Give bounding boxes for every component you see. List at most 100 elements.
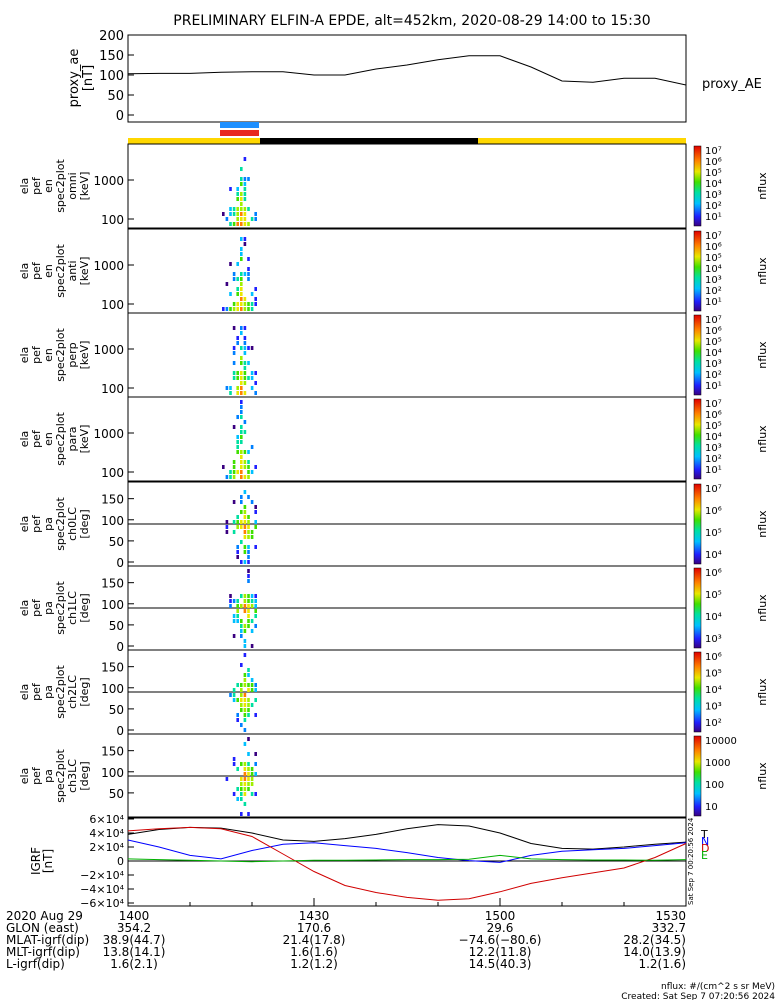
igrf-tick-label: 4×10⁴ (89, 827, 124, 840)
flux-pixel (240, 257, 243, 261)
flux-pixel (229, 391, 232, 395)
flux-pixel (236, 371, 239, 375)
flux-pixel (236, 197, 239, 201)
spectrogram-y-label-line: spec2plot (54, 159, 67, 213)
flux-pixel (243, 762, 247, 766)
flux-pixel (250, 346, 254, 350)
colorbar-tick-label: 10¹ (705, 465, 722, 476)
time-table-cell: 1.2(1.2) (290, 957, 338, 971)
colorbar-tick-label: 10³ (705, 443, 722, 454)
flux-pixel (243, 535, 247, 539)
spectrogram-tick-label: 100 (101, 682, 124, 696)
spectrogram-tick-label: 1000 (93, 174, 124, 188)
igrf-legend-t: T (700, 828, 708, 841)
colorbar-tick-label: 10⁴ (705, 685, 722, 696)
spectrogram-panels: ela pef en spec2plot omni [keV] 100010010⁷10⁶1… (18, 143, 769, 819)
colorbar-tick-label: 10³ (705, 359, 722, 370)
flux-pixel (254, 609, 257, 613)
flux-pixel (236, 386, 239, 390)
flux-pixel (243, 782, 247, 786)
flux-pixel (243, 772, 247, 776)
flux-pixel (240, 277, 243, 281)
flux-pixel (250, 292, 254, 296)
flux-pixel (236, 192, 239, 196)
flux-pixel (240, 391, 243, 395)
flux-pixel (240, 812, 243, 816)
igrf-line-t (127, 824, 687, 850)
flux-pixel (240, 346, 243, 350)
flux-pixel (254, 762, 257, 766)
time-table-cell: 170.6 (297, 921, 331, 935)
flux-pixel (243, 361, 247, 365)
flux-pixel (236, 713, 239, 717)
flux-pixel (243, 341, 247, 345)
spectrogram-y-label-line: [deg] (78, 761, 91, 790)
flux-pixel (229, 262, 232, 266)
flux-pixel (247, 272, 250, 276)
flux-pixel (240, 272, 243, 276)
flux-pixel (232, 693, 236, 697)
flux-pixel (247, 812, 250, 816)
flux-pixel (240, 287, 243, 291)
colorbar (693, 567, 702, 649)
flux-pixel (236, 525, 239, 529)
flux-pixel (222, 465, 225, 469)
colorbar (693, 483, 702, 565)
colorbar-tick-label: 10⁵ (705, 253, 722, 264)
flux-pixel (232, 277, 236, 281)
proxy-ae-panel: 200 150 100 50 0 proxy_ae [nT] proxy_AE (67, 29, 762, 124)
flux-pixel (236, 262, 239, 266)
colorbar-tick-label: 10⁷ (705, 231, 722, 242)
igrf-tick-label: −6×10⁴ (80, 897, 124, 910)
flux-pixel (250, 777, 254, 781)
flux-pixel (250, 217, 254, 221)
flux-pixel (229, 475, 232, 479)
flux-pixel (247, 267, 250, 271)
flux-pixel (243, 336, 247, 340)
colorbar-tick-label: 10⁶ (705, 652, 722, 663)
colorbar-label: nflux (756, 678, 769, 706)
time-table-cell: 1.6(2.1) (110, 957, 158, 971)
time-table-cell: 1400 (119, 909, 150, 923)
flux-pixel (247, 520, 250, 524)
igrf-tick-label: 2×10⁴ (89, 841, 124, 854)
flux-pixel (247, 614, 250, 618)
flux-pixel (225, 520, 229, 524)
flux-pixel (240, 197, 243, 201)
flux-pixel (243, 272, 247, 276)
flux-pixel (243, 222, 247, 226)
spectrogram-tick-label: 150 (101, 661, 124, 675)
spectrogram-y-label-line: ela (18, 600, 31, 617)
flux-pixel (254, 599, 257, 603)
flux-pixel (247, 177, 250, 181)
spectrogram-panel-1: ela pef en spec2plot anti [keV] 100010010⁷10⁶1… (18, 228, 769, 314)
flux-pixel (232, 634, 236, 638)
flux-pixel (243, 777, 247, 781)
flux-pixel (236, 599, 239, 603)
proxy-ae-tick-label: 0 (116, 109, 124, 124)
flux-pixel (254, 297, 257, 301)
igrf-tick-label: −2×10⁴ (80, 869, 124, 882)
flux-pixel (236, 292, 239, 296)
spectrogram-tick-label: 150 (101, 493, 124, 507)
flux-pixel (247, 525, 250, 529)
flux-pixel (254, 683, 257, 687)
flux-pixel (250, 445, 254, 449)
proxy-ae-tick-label: 200 (99, 29, 124, 44)
flux-pixel (240, 540, 243, 544)
proxy-ae-legend: proxy_AE (702, 77, 762, 92)
flux-pixel (229, 470, 232, 474)
proxy-ae-y-ticks: 200 150 100 50 0 (99, 29, 134, 124)
colorbar-tick-label: 10⁷ (705, 484, 722, 495)
flux-pixel (254, 545, 257, 549)
spectrogram-y-label-line: perp (66, 342, 79, 367)
flux-pixel (243, 381, 247, 385)
colorbar-tick-label: 10⁶ (705, 568, 722, 579)
flux-pixel (229, 594, 232, 598)
flux-pixel (250, 688, 254, 692)
flux-pixel (250, 599, 254, 603)
igrf-line-e (127, 854, 687, 863)
spectrogram-frame (127, 396, 687, 482)
flux-pixel (250, 371, 254, 375)
flux-pixel (240, 688, 243, 692)
